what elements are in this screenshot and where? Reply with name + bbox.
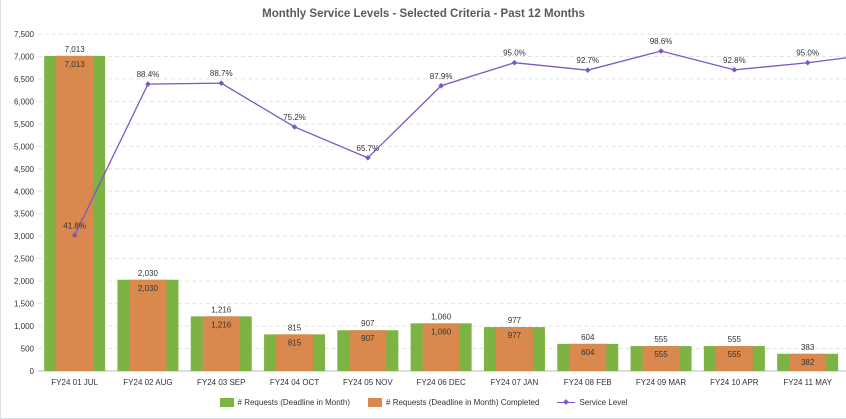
bar-completed	[202, 316, 240, 371]
bar-completed	[129, 279, 167, 371]
y-tick-label: 1,000	[14, 322, 35, 331]
data-label-completed: 815	[288, 338, 302, 347]
legend: # Requests (Deadline in Month) # Request…	[1, 398, 846, 407]
service-level-point	[291, 124, 298, 130]
data-label-requests: 555	[654, 335, 668, 344]
service-level-point	[731, 67, 738, 73]
legend-item-completed[interactable]: # Requests (Deadline in Month) Completed	[368, 398, 539, 407]
data-label-requests: 383	[801, 343, 815, 352]
legend-label-service-level: Service Level	[579, 398, 628, 407]
legend-label-completed: # Requests (Deadline in Month) Completed	[386, 398, 540, 407]
service-level-point	[71, 232, 78, 239]
data-label-requests: 555	[728, 335, 742, 344]
service-level-point	[218, 80, 225, 86]
x-tick-label: FY24 09 MAR	[636, 378, 686, 387]
y-tick-label: 3,000	[14, 232, 35, 241]
x-tick-label: FY24 05 NOV	[343, 378, 393, 387]
service-level-label: 92.8%	[723, 56, 746, 65]
service-level-label: 41.8%	[63, 221, 86, 230]
y-tick-label: 6,000	[14, 97, 35, 106]
y-tick-label: 5,000	[14, 142, 35, 151]
chart-title: Monthly Service Levels - Selected Criter…	[262, 8, 585, 20]
service-level-label: 92.7%	[576, 56, 599, 65]
bar-completed	[495, 327, 533, 371]
legend-swatch-requests	[219, 398, 234, 407]
y-tick-label: 4,500	[14, 165, 35, 174]
legend-item-requests[interactable]: # Requests (Deadline in Month)	[219, 398, 351, 407]
bar-completed	[789, 353, 827, 371]
y-tick-label: 0	[30, 367, 35, 376]
data-label-completed: 555	[654, 350, 668, 359]
y-tick-label: 6,500	[14, 75, 35, 84]
data-label-completed: 2,030	[138, 284, 159, 293]
y-tick-label: 2,000	[14, 277, 35, 286]
legend-item-service-level[interactable]: Service Level	[557, 398, 627, 407]
x-tick-label: FY24 11 MAY	[783, 378, 832, 387]
x-tick-label: FY24 04 OCT	[270, 378, 319, 387]
bar-completed	[642, 346, 680, 371]
service-level-point	[511, 59, 518, 66]
y-tick-label: 3,500	[14, 210, 35, 219]
x-tick-label: FY24 01 JUL	[51, 378, 98, 387]
data-label-completed: 555	[728, 350, 742, 359]
data-label-requests: 907	[361, 319, 375, 328]
bar-completed	[276, 334, 314, 371]
legend-label-requests: # Requests (Deadline in Month)	[237, 398, 351, 407]
service-level-point	[658, 48, 664, 54]
service-level-label: 88.4%	[137, 70, 160, 79]
service-level-label: 88.7%	[210, 69, 233, 78]
bar-completed	[715, 346, 753, 371]
data-label-requests: 815	[288, 323, 302, 332]
bar-completed	[56, 55, 94, 371]
data-label-completed: 7,013	[65, 60, 86, 69]
y-tick-label: 7,500	[14, 30, 35, 39]
data-label-requests: 7,013	[65, 45, 86, 54]
service-level-label: 95.0%	[503, 49, 526, 58]
y-tick-label: 5,500	[14, 120, 35, 129]
data-label-completed: 382	[801, 358, 815, 367]
y-tick-label: 1,500	[14, 300, 35, 309]
y-tick-label: 7,000	[14, 52, 35, 61]
data-label-requests: 604	[581, 333, 595, 342]
y-tick-label: 2,500	[14, 255, 35, 264]
bar-completed	[569, 343, 607, 371]
data-label-requests: 977	[508, 316, 522, 325]
data-label-completed: 977	[508, 331, 522, 340]
service-level-point	[438, 82, 444, 89]
service-level-label: 65.7%	[357, 144, 380, 153]
y-tick-label: 500	[21, 345, 35, 354]
x-tick-label: FY24 06 DEC	[416, 378, 466, 387]
service-level-point	[365, 154, 371, 161]
x-tick-label: FY24 02 AUG	[123, 378, 172, 387]
service-level-label: 75.2%	[283, 113, 306, 122]
data-label-completed: 1,216	[211, 320, 232, 329]
service-level-point	[804, 59, 811, 66]
x-tick-label: FY24 07 JAN	[491, 378, 539, 387]
legend-swatch-service-level	[557, 398, 576, 407]
y-tick-label: 4,000	[14, 187, 35, 196]
bar-completed	[422, 323, 460, 371]
x-tick-label: FY24 10 APR	[710, 378, 759, 387]
service-level-label: 95.0%	[796, 49, 819, 58]
x-tick-label: FY24 08 FEB	[564, 378, 612, 387]
bar-completed	[349, 330, 387, 371]
data-label-completed: 907	[361, 334, 375, 343]
service-level-label: 98.6%	[650, 37, 673, 46]
data-label-completed: 1,060	[431, 327, 452, 336]
data-label-requests: 1,060	[431, 312, 452, 321]
service-level-line	[74, 50, 846, 236]
x-tick-label: FY24 03 SEP	[197, 378, 245, 387]
data-label-requests: 2,030	[138, 269, 159, 278]
service-level-label: 87.9%	[430, 72, 453, 81]
service-level-point	[584, 67, 591, 74]
data-label-requests: 1,216	[211, 305, 232, 314]
service-level-point	[145, 81, 151, 87]
data-label-completed: 604	[581, 348, 595, 357]
legend-swatch-completed	[368, 398, 383, 407]
